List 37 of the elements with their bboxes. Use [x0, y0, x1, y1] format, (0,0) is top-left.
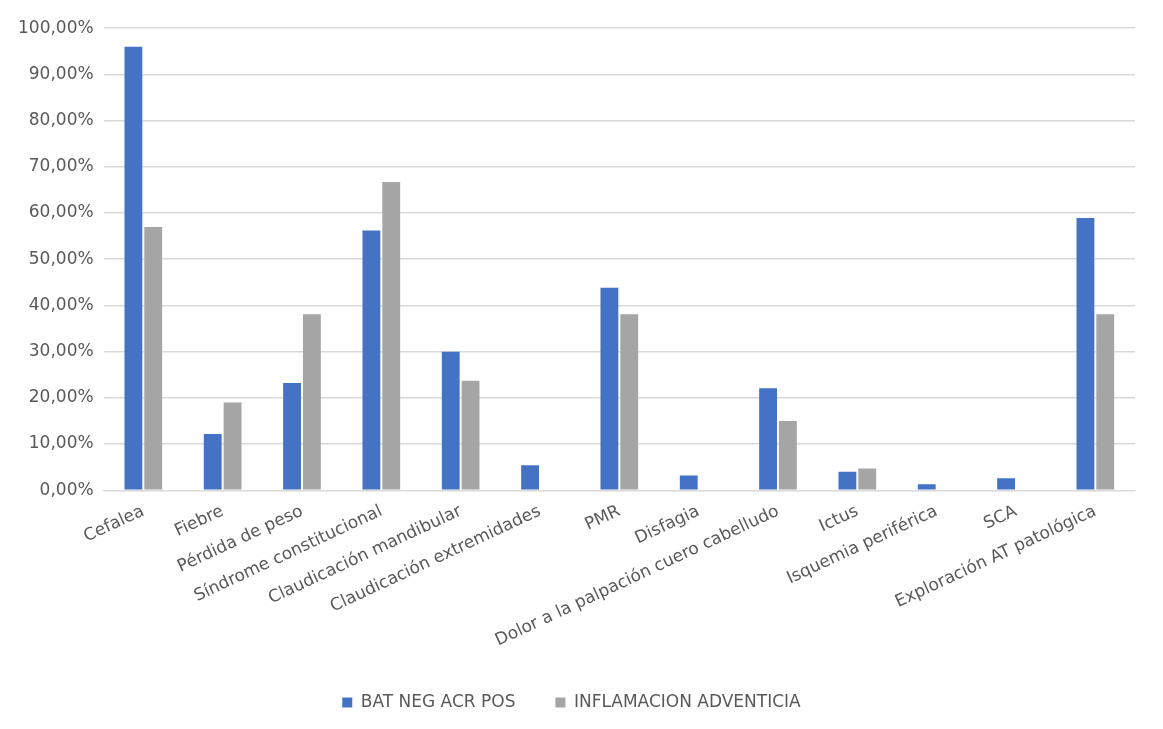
y-tick-label: 0,00%: [39, 478, 94, 499]
bar: [461, 380, 480, 490]
y-tick-label: 80,00%: [28, 109, 94, 130]
bar: [679, 475, 698, 490]
bar: [620, 314, 639, 490]
legend-label: BAT NEG ACR POS: [360, 690, 516, 711]
x-tick-label: Ictus: [815, 499, 861, 536]
bar: [997, 478, 1016, 490]
bar: [382, 182, 401, 490]
bar: [203, 433, 222, 490]
y-tick-label: 70,00%: [28, 155, 94, 176]
bar: [521, 465, 539, 490]
y-tick-label: 50,00%: [28, 247, 94, 268]
bar: [759, 388, 777, 490]
x-tick-label: PMR: [581, 499, 624, 534]
y-tick-label: 10,00%: [28, 432, 94, 453]
bar: [223, 402, 242, 490]
y-tick-label: 40,00%: [28, 293, 94, 314]
y-tick-label: 30,00%: [28, 340, 94, 361]
bar: [441, 351, 460, 490]
y-tick-label: 100,00%: [18, 16, 94, 37]
bar: [917, 484, 936, 490]
y-tick-label: 90,00%: [28, 62, 94, 83]
bar: [302, 314, 321, 490]
bar: [283, 383, 301, 490]
bar: [362, 230, 381, 490]
y-tick-label: 60,00%: [28, 201, 94, 222]
bar: [1096, 314, 1115, 490]
y-tick-label: 20,00%: [28, 386, 94, 407]
legend-label: INFLAMACION ADVENTICIA: [573, 690, 802, 711]
bar: [858, 468, 877, 490]
bar: [600, 287, 619, 490]
bar: [838, 471, 857, 490]
bar: [778, 420, 797, 490]
bar: [144, 226, 163, 490]
bar: [1076, 218, 1095, 490]
bar: [124, 46, 143, 490]
